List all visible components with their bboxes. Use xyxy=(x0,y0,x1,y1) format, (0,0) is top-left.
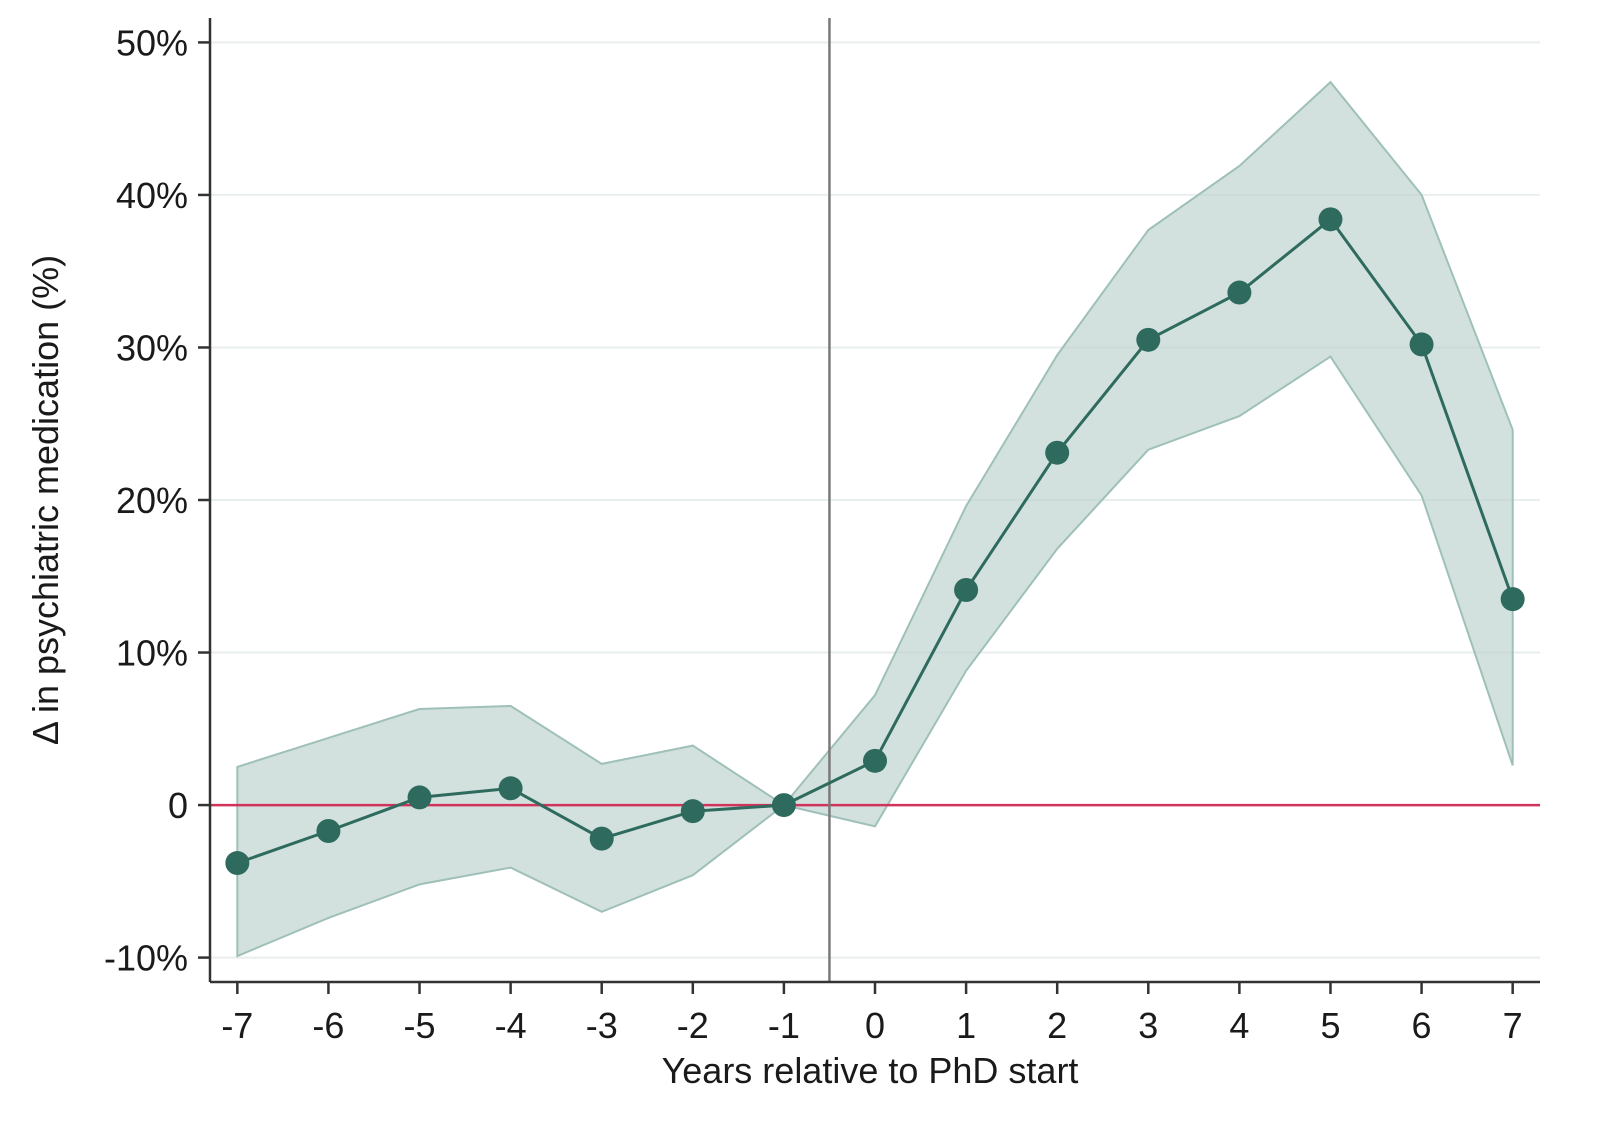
y-axis-title: Δ in psychiatric medication (%) xyxy=(25,255,66,745)
data-point--2 xyxy=(680,799,705,824)
confidence-band-group xyxy=(236,80,1514,958)
x-tick-label: -3 xyxy=(586,1005,618,1046)
axes xyxy=(198,18,1540,994)
x-tick-label: 5 xyxy=(1320,1005,1340,1046)
y-tick-label: 0 xyxy=(168,785,188,826)
x-axis-title: Years relative to PhD start xyxy=(662,1050,1079,1091)
data-points xyxy=(225,207,1525,876)
x-tick-label: 0 xyxy=(865,1005,885,1046)
x-tick-label: 4 xyxy=(1229,1005,1249,1046)
x-tick-label: 6 xyxy=(1412,1005,1432,1046)
data-point--6 xyxy=(316,818,341,843)
x-tick-label: -1 xyxy=(768,1005,800,1046)
x-tick-label: -2 xyxy=(677,1005,709,1046)
y-tick-label: -10% xyxy=(104,938,188,979)
y-tick-label: 20% xyxy=(116,480,188,521)
data-point-5 xyxy=(1318,207,1343,232)
data-point-3 xyxy=(1136,327,1161,352)
x-tick-label: -4 xyxy=(495,1005,527,1046)
y-tick-label: 40% xyxy=(116,175,188,216)
x-tick-label: -5 xyxy=(404,1005,436,1046)
data-point-2 xyxy=(1045,440,1070,465)
data-point-7 xyxy=(1500,587,1525,612)
data-point-6 xyxy=(1409,332,1434,357)
x-tick-label: 7 xyxy=(1503,1005,1523,1046)
data-point--4 xyxy=(498,776,523,801)
y-tick-labels: -10% 0 10% 20% 30% 40% 50% xyxy=(104,22,188,978)
x-tick-label: 2 xyxy=(1047,1005,1067,1046)
x-tick-labels: -7 -6 -5 -4 -3 -2 -1 0 1 2 3 4 5 6 7 xyxy=(221,1005,1522,1046)
y-tick-label: 10% xyxy=(116,633,188,674)
data-point--3 xyxy=(589,826,614,851)
data-point--7 xyxy=(225,851,250,876)
reference-lines xyxy=(210,18,1540,982)
data-point-4 xyxy=(1227,280,1252,305)
x-tick-label: 3 xyxy=(1138,1005,1158,1046)
x-tick-label: -7 xyxy=(221,1005,253,1046)
x-tick-label: 1 xyxy=(956,1005,976,1046)
y-tick-label: 50% xyxy=(116,22,188,63)
data-point-0 xyxy=(863,748,887,773)
confidence-band xyxy=(236,80,1514,958)
data-point--5 xyxy=(407,785,432,810)
data-point-1 xyxy=(954,577,979,602)
y-tick-label: 30% xyxy=(116,327,188,368)
data-point--1 xyxy=(771,793,796,818)
x-tick-label: -6 xyxy=(312,1005,344,1046)
